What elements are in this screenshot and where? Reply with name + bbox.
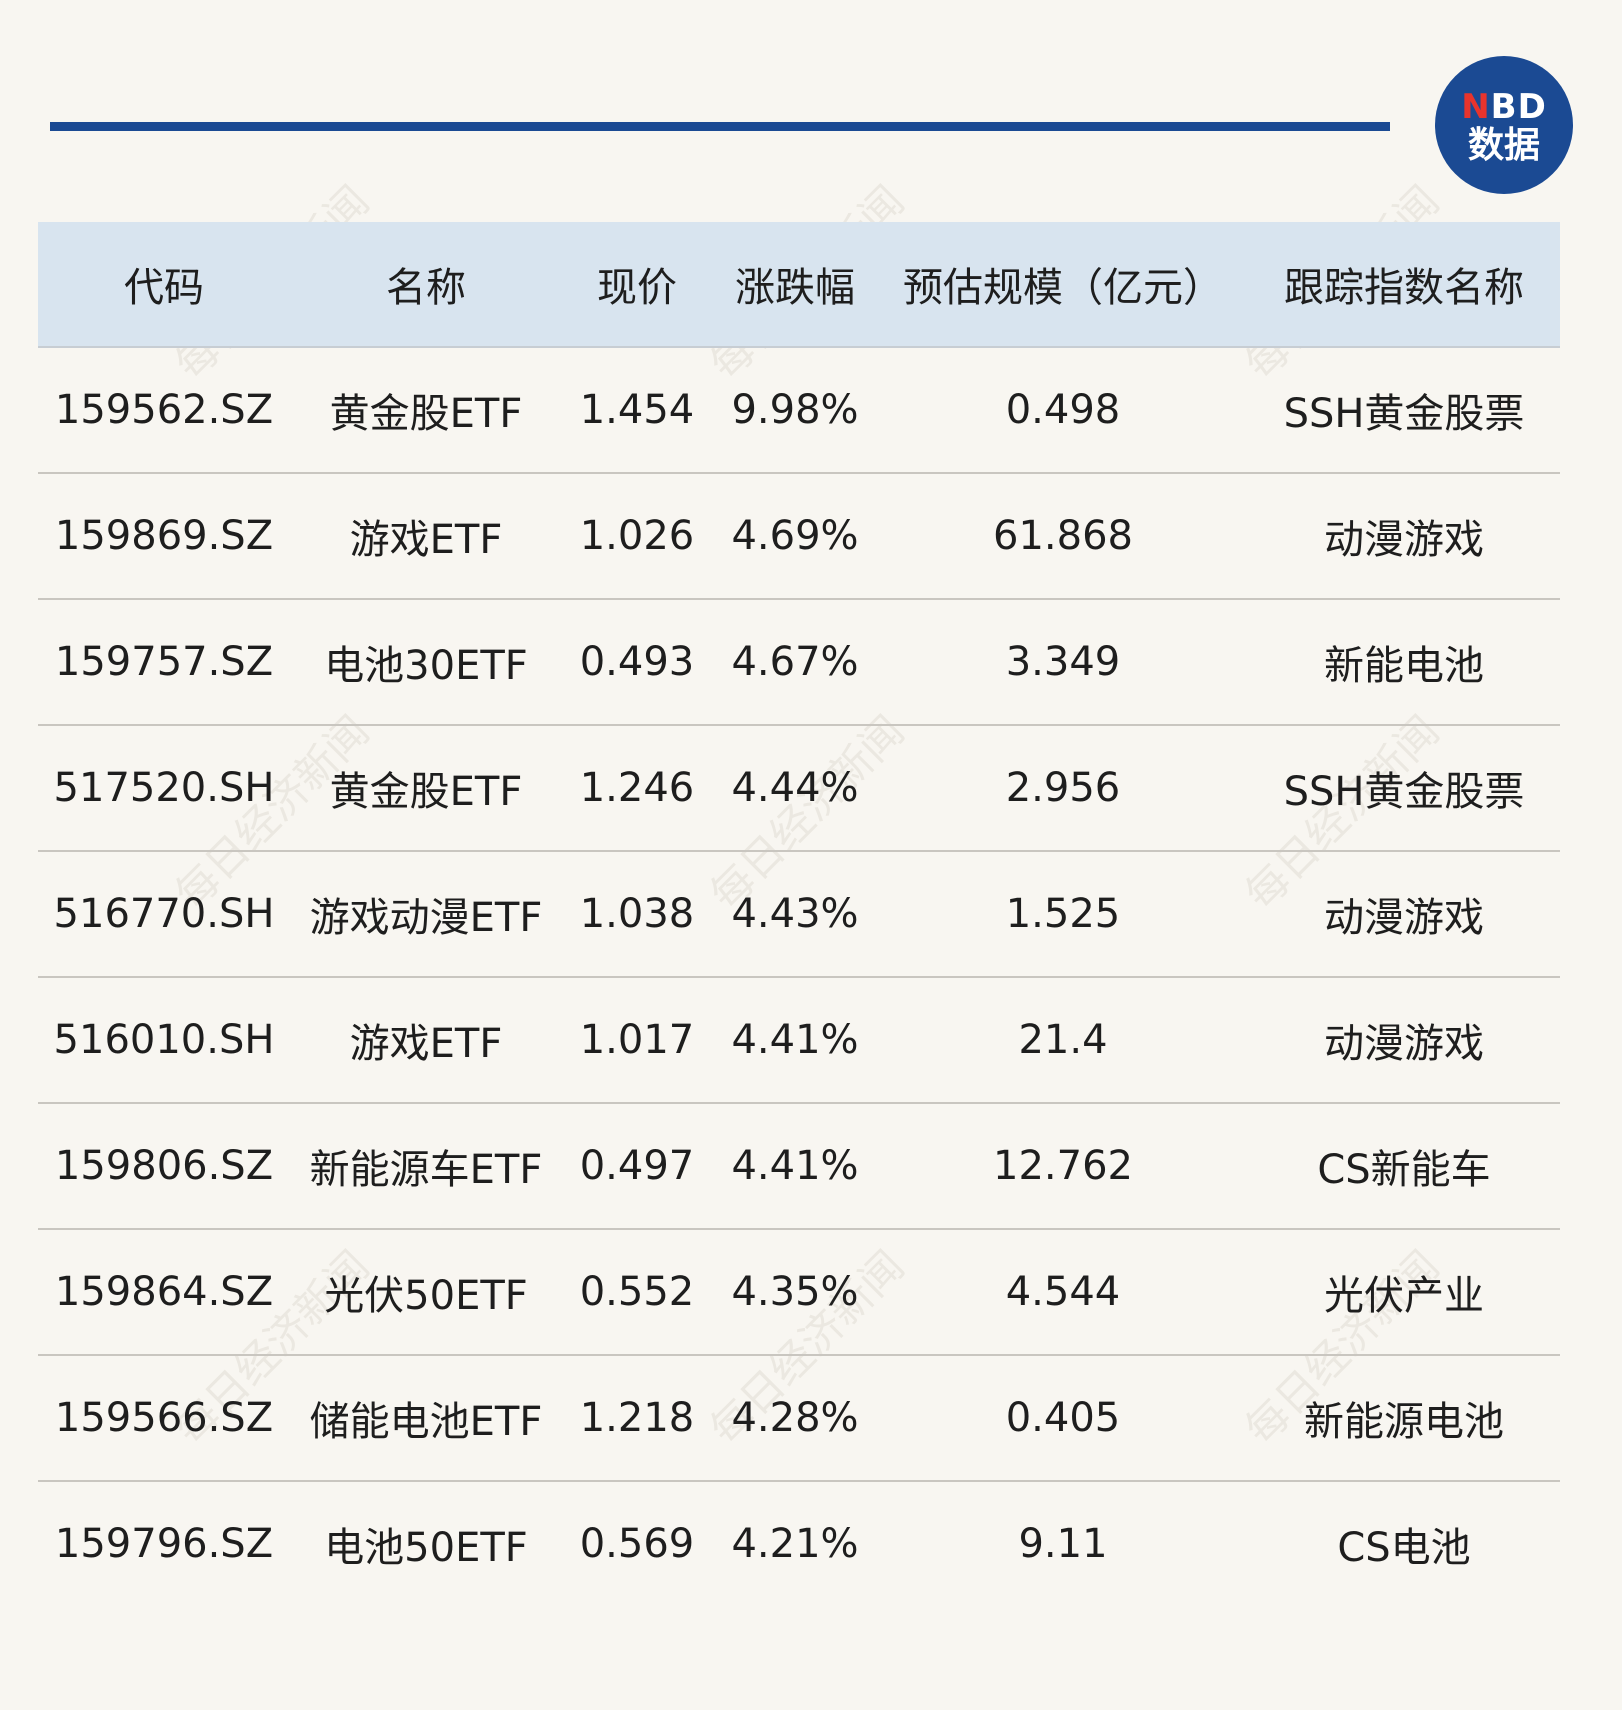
- cell-code: 159757.SZ: [54, 639, 274, 685]
- table-row: 159796.SZ 电池50ETF 0.569 4.21% 9.11 CS电池: [38, 1482, 1560, 1606]
- cell-name: 黄金股ETF: [329, 391, 523, 437]
- cell-index: 动漫游戏: [1324, 517, 1484, 563]
- cell-scale: 0.498: [1005, 387, 1121, 433]
- column-header-scale: 预估规模（亿元）: [903, 265, 1223, 311]
- cell-price: 1.218: [579, 1395, 695, 1441]
- table-header: 代码 名称 现价 涨跌幅 预估规模（亿元） 跟踪指数名称: [38, 222, 1560, 348]
- cell-scale: 9.11: [1018, 1521, 1108, 1567]
- cell-index: 动漫游戏: [1324, 1021, 1484, 1067]
- logo-accent-letter: N: [1461, 87, 1491, 127]
- cell-name: 游戏动漫ETF: [309, 895, 543, 941]
- logo-line1: NBD: [1461, 90, 1547, 124]
- cell-price: 0.552: [579, 1269, 695, 1315]
- column-header-change: 涨跌幅: [735, 265, 855, 311]
- cell-scale: 2.956: [1005, 765, 1121, 811]
- cell-code: 159869.SZ: [54, 513, 274, 559]
- cell-price: 1.038: [579, 891, 695, 937]
- column-header-price: 现价: [597, 265, 677, 311]
- cell-code: 159806.SZ: [54, 1143, 274, 1189]
- cell-scale: 12.762: [993, 1143, 1133, 1189]
- cell-code: 516770.SH: [53, 891, 275, 937]
- cell-scale: 21.4: [1018, 1017, 1108, 1063]
- cell-name: 新能源车ETF: [309, 1147, 543, 1193]
- cell-price: 1.017: [579, 1017, 695, 1063]
- cell-index: 光伏产业: [1324, 1273, 1484, 1319]
- cell-index: 新能电池: [1324, 643, 1484, 689]
- table-row: 159757.SZ 电池30ETF 0.493 4.67% 3.349 新能电池: [38, 600, 1560, 726]
- cell-change: 4.41%: [731, 1017, 859, 1063]
- logo-rest-letters: BD: [1490, 87, 1547, 127]
- cell-change: 4.21%: [731, 1521, 859, 1567]
- cell-change: 4.44%: [731, 765, 859, 811]
- table-row: 516770.SH 游戏动漫ETF 1.038 4.43% 1.525 动漫游戏: [38, 852, 1560, 978]
- cell-scale: 0.405: [1005, 1395, 1121, 1441]
- cell-price: 1.026: [579, 513, 695, 559]
- cell-change: 4.43%: [731, 891, 859, 937]
- cell-change: 9.98%: [731, 387, 859, 433]
- cell-price: 0.497: [579, 1143, 695, 1189]
- cell-scale: 1.525: [1005, 891, 1121, 937]
- table-row: 159869.SZ 游戏ETF 1.026 4.69% 61.868 动漫游戏: [38, 474, 1560, 600]
- cell-price: 1.246: [579, 765, 695, 811]
- etf-table: 代码 名称 现价 涨跌幅 预估规模（亿元） 跟踪指数名称 159562.SZ 黄…: [38, 222, 1560, 1606]
- cell-name: 电池30ETF: [324, 643, 528, 689]
- table-row: 159566.SZ 储能电池ETF 1.218 4.28% 0.405 新能源电…: [38, 1356, 1560, 1482]
- cell-change: 4.28%: [731, 1395, 859, 1441]
- cell-index: 动漫游戏: [1324, 895, 1484, 941]
- cell-index: 新能源电池: [1304, 1399, 1504, 1445]
- cell-code: 159864.SZ: [54, 1269, 274, 1315]
- column-header-index: 跟踪指数名称: [1284, 265, 1524, 311]
- cell-code: 517520.SH: [53, 765, 275, 811]
- table-row: 517520.SH 黄金股ETF 1.246 4.44% 2.956 SSH黄金…: [38, 726, 1560, 852]
- table-row: 516010.SH 游戏ETF 1.017 4.41% 21.4 动漫游戏: [38, 978, 1560, 1104]
- cell-index: SSH黄金股票: [1283, 769, 1525, 815]
- cell-scale: 61.868: [993, 513, 1133, 559]
- cell-code: 159796.SZ: [54, 1521, 274, 1567]
- cell-scale: 4.544: [1005, 1269, 1121, 1315]
- table-row: 159864.SZ 光伏50ETF 0.552 4.35% 4.544 光伏产业: [38, 1230, 1560, 1356]
- cell-name: 电池50ETF: [324, 1525, 528, 1571]
- cell-change: 4.41%: [731, 1143, 859, 1189]
- table-row: 159562.SZ 黄金股ETF 1.454 9.98% 0.498 SSH黄金…: [38, 348, 1560, 474]
- cell-index: CS新能车: [1317, 1147, 1491, 1193]
- cell-name: 黄金股ETF: [329, 769, 523, 815]
- column-header-code: 代码: [124, 265, 204, 311]
- cell-index: CS电池: [1337, 1525, 1471, 1571]
- cell-code: 159562.SZ: [54, 387, 274, 433]
- cell-code: 516010.SH: [53, 1017, 275, 1063]
- cell-change: 4.35%: [731, 1269, 859, 1315]
- cell-index: SSH黄金股票: [1283, 391, 1525, 437]
- cell-name: 游戏ETF: [349, 517, 503, 563]
- cell-price: 0.493: [579, 639, 695, 685]
- cell-name: 光伏50ETF: [324, 1273, 528, 1319]
- cell-name: 游戏ETF: [349, 1021, 503, 1067]
- table-row: 159806.SZ 新能源车ETF 0.497 4.41% 12.762 CS新…: [38, 1104, 1560, 1230]
- cell-price: 0.569: [579, 1521, 695, 1567]
- cell-name: 储能电池ETF: [309, 1399, 543, 1445]
- top-rule: [50, 122, 1390, 131]
- cell-price: 1.454: [579, 387, 695, 433]
- column-header-name: 名称: [386, 265, 466, 311]
- nbd-logo: NBD 数据: [1435, 56, 1573, 194]
- logo-line2: 数据: [1467, 125, 1540, 166]
- cell-change: 4.69%: [731, 513, 859, 559]
- cell-code: 159566.SZ: [54, 1395, 274, 1441]
- cell-change: 4.67%: [731, 639, 859, 685]
- cell-scale: 3.349: [1005, 639, 1121, 685]
